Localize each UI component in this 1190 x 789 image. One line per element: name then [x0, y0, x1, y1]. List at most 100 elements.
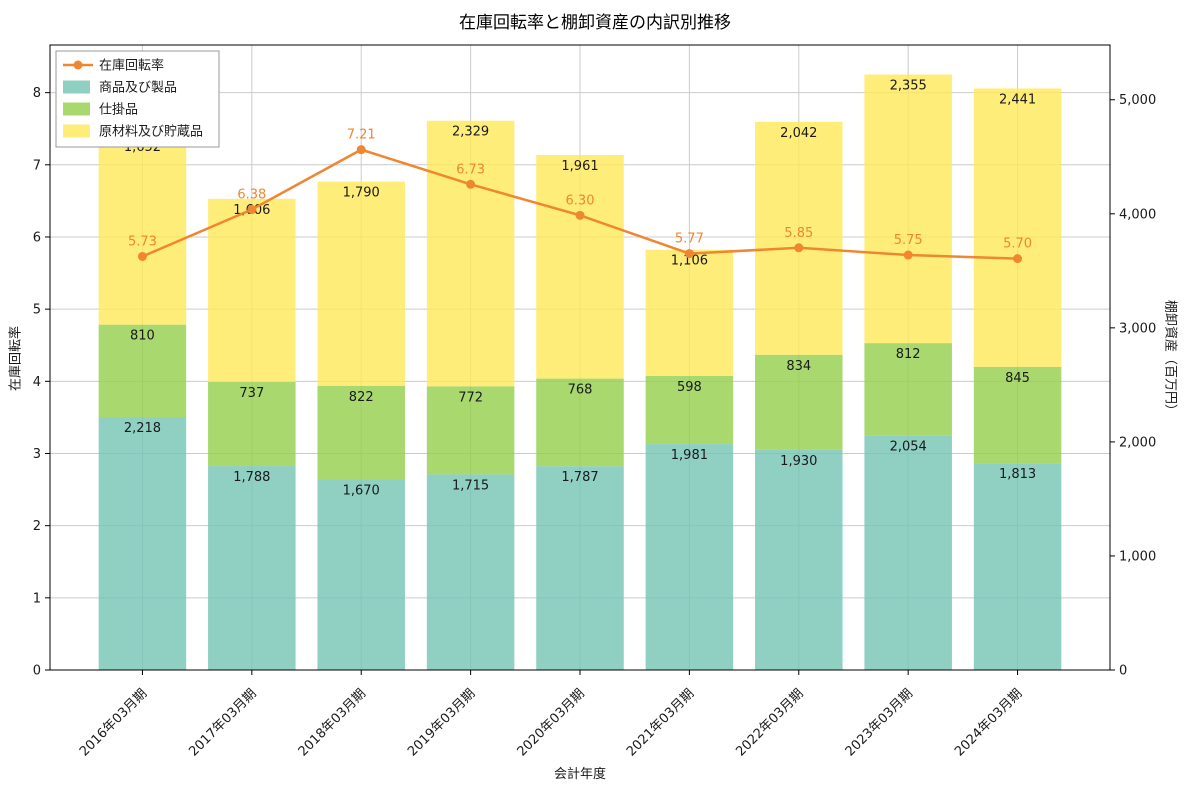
- bar-label: 737: [239, 386, 264, 401]
- bar-segment: [973, 366, 1062, 464]
- bars: [98, 74, 1062, 670]
- bar-segment: [98, 136, 187, 325]
- legend-label: 原材料及び貯蔵品: [99, 125, 203, 140]
- x-tick-label: 2020年03月期: [515, 686, 588, 759]
- x-tick-label: 2023年03月期: [843, 686, 916, 759]
- line-point: [794, 243, 804, 253]
- bar-label: 1,790: [343, 186, 380, 201]
- bar-segment: [973, 463, 1062, 670]
- left-tick-label: 7: [33, 158, 41, 173]
- line-point: [466, 179, 476, 189]
- line-label: 5.75: [894, 233, 923, 248]
- bar-segment: [317, 181, 405, 386]
- x-axis: 2016年03月期 2017年03月期 2018年03月期 2019年03月期 2020…: [77, 670, 1025, 760]
- bar-segment: [973, 88, 1062, 367]
- x-tick-label: 2024年03月期: [952, 686, 1025, 759]
- left-tick-label: 0: [33, 664, 41, 679]
- left-tick-label: 1: [33, 591, 41, 606]
- left-tick-label: 4: [33, 375, 41, 390]
- bar-label: 1,981: [671, 448, 708, 463]
- bar-label: 1,787: [561, 470, 598, 485]
- right-axis-title: 棚卸資産（百万円）: [1162, 299, 1178, 417]
- legend-swatch: [63, 80, 90, 94]
- bar-label: 1,813: [999, 467, 1036, 482]
- bar-label: 768: [568, 383, 593, 398]
- line-point: [684, 249, 694, 259]
- bar-label: 834: [786, 359, 811, 374]
- x-tick-label: 2022年03月期: [733, 686, 806, 759]
- bar-segment: [536, 466, 624, 670]
- bar-label: 1,961: [561, 159, 598, 174]
- legend-swatch: [63, 124, 90, 138]
- bar-label: 2,054: [890, 440, 927, 455]
- bar-label: 1,788: [233, 470, 270, 485]
- x-tick-label: 2017年03月期: [186, 686, 259, 759]
- x-tick-label: 2018年03月期: [296, 686, 369, 759]
- bar-segment: [98, 417, 187, 670]
- x-tick-label: 2016年03月期: [77, 686, 150, 759]
- left-axis-title: 在庫回転率: [8, 326, 24, 392]
- bar-segment: [645, 375, 734, 445]
- right-tick-label: 4,000: [1119, 207, 1156, 222]
- right-tick-label: 0: [1119, 664, 1127, 679]
- bar-segment: [208, 466, 296, 670]
- bar-label: 772: [458, 390, 483, 405]
- bar-segment: [755, 121, 843, 355]
- left-tick-label: 3: [33, 447, 41, 462]
- bar-label: 810: [130, 329, 155, 344]
- legend-line-marker: [73, 60, 83, 70]
- bar-labels: 2,2188101,6521,7887371,6061,6708221,7901…: [124, 79, 1036, 499]
- line-point: [575, 210, 585, 220]
- bar-segment: [755, 354, 843, 450]
- bar-segment: [426, 120, 515, 387]
- line-label: 5.73: [128, 234, 157, 249]
- legend-label: 仕掛品: [99, 103, 138, 118]
- left-tick-label: 8: [33, 86, 41, 101]
- bar-label: 1,930: [780, 454, 817, 469]
- line-label: 6.30: [566, 193, 595, 208]
- line-label: 5.77: [675, 232, 704, 247]
- bar-segment: [208, 198, 296, 383]
- line-point: [247, 205, 257, 215]
- bar-segment: [645, 444, 734, 670]
- bar-label: 2,218: [124, 421, 161, 436]
- legend-swatch: [63, 102, 90, 116]
- bar-label: 845: [1005, 371, 1030, 386]
- bar-label: 2,441: [999, 92, 1036, 107]
- bar-segment: [426, 474, 515, 670]
- bar-segment: [208, 382, 296, 467]
- bar-label: 822: [349, 390, 374, 405]
- left-tick-label: 2: [33, 519, 41, 534]
- bar-segment: [98, 324, 187, 418]
- bar-segment: [426, 386, 515, 475]
- line-point: [356, 145, 366, 155]
- line-label: 6.38: [237, 188, 266, 203]
- line-series: 5.73 6.38 7.21 6.73 6.30 5.77 5.85 5.75 5.70: [128, 128, 1032, 264]
- legend-label: 商品及び製品: [99, 81, 177, 96]
- chart-title: 在庫回転率と棚卸資産の内訳別推移: [459, 13, 731, 33]
- right-tick-label: 1,000: [1119, 549, 1156, 564]
- bar-segment: [864, 74, 952, 344]
- bar-label: 2,042: [780, 126, 817, 141]
- left-tick-label: 6: [33, 230, 41, 245]
- bar-segment: [536, 154, 624, 379]
- x-tick-label: 2021年03月期: [624, 686, 697, 759]
- line-label: 6.73: [456, 162, 485, 177]
- bar-label: 1,106: [671, 254, 708, 269]
- bar-segment: [317, 479, 405, 670]
- bar-label: 2,355: [890, 79, 927, 94]
- bar-label: 812: [896, 347, 921, 362]
- bar-label: 598: [677, 380, 702, 395]
- legend-label: 在庫回転率: [99, 58, 164, 74]
- bar-segment: [864, 343, 952, 436]
- bar-segment: [864, 435, 952, 670]
- bar-segment: [317, 385, 405, 480]
- line-point: [903, 250, 913, 260]
- bar-segment: [645, 249, 734, 376]
- right-tick-label: 3,000: [1119, 321, 1156, 336]
- bar-label: 1,715: [452, 478, 489, 493]
- bar-segment: [536, 378, 624, 467]
- left-tick-label: 5: [33, 303, 41, 318]
